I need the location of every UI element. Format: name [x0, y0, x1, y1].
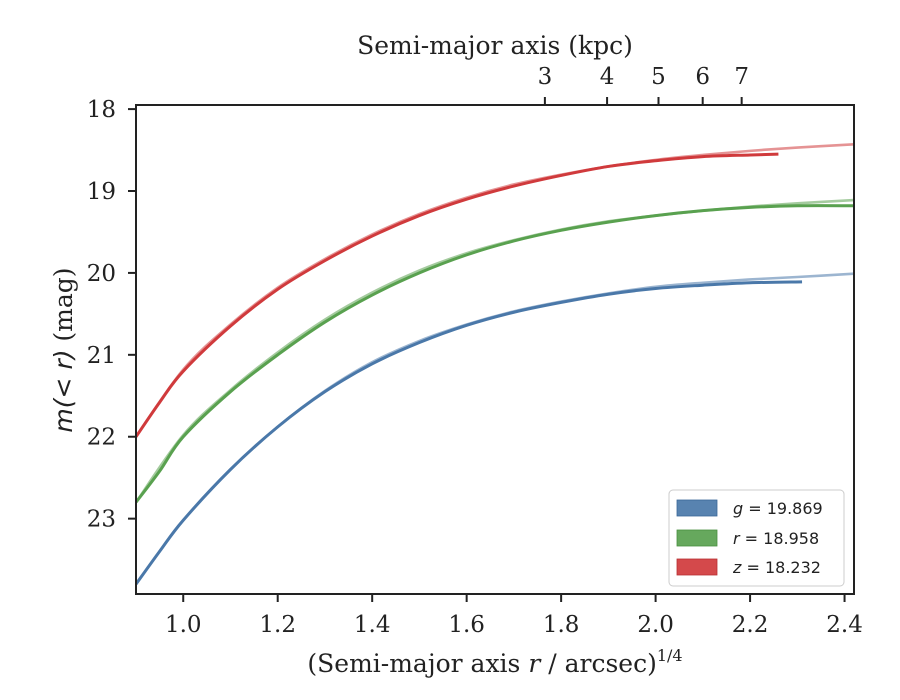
legend-label-r-eq: =: [740, 529, 764, 548]
legend-swatch-r: [676, 529, 718, 547]
series-line-z: [136, 152, 779, 438]
x-tick-label: 1.4: [354, 612, 391, 638]
series-line-g: [136, 280, 803, 586]
legend-label-z-var: z: [732, 558, 742, 577]
x-axis-title: (Semi-major axis r / arcsec)1/4: [307, 646, 682, 678]
x-axis-title-sup: 1/4: [657, 646, 683, 665]
model-line-z: [136, 143, 854, 438]
legend-entry-z: z = 18.232: [676, 558, 821, 577]
x-tick-label: 1.6: [448, 612, 485, 638]
top-tick-label: 6: [695, 64, 710, 90]
y-axis-title: m(< r) (mag): [49, 267, 78, 432]
top-axis-title: Semi-major axis (kpc): [357, 31, 633, 60]
legend-label-g-value: 19.869: [767, 499, 823, 518]
y-tick-label: 21: [87, 343, 116, 369]
top-tick-label: 7: [734, 64, 749, 90]
x-axis-title-var: r: [528, 649, 542, 678]
plot-frame: [135, 104, 855, 595]
y-tick-label: 19: [87, 179, 116, 205]
x-tick-label: 2.2: [732, 612, 769, 638]
y-axis-title-unit: (mag): [49, 267, 78, 349]
y-tick-label: 18: [87, 97, 116, 123]
legend-label-r: r = 18.958: [733, 529, 819, 548]
legend-label-g: g = 19.869: [733, 499, 823, 518]
top-tick-label: 4: [600, 64, 615, 90]
top-tick-label: 3: [538, 64, 553, 90]
legend-label-r-value: 18.958: [763, 529, 819, 548]
x-tick-label: 1.0: [165, 612, 202, 638]
x-tick-label: 2.4: [826, 612, 863, 638]
legend: g = 19.869 r = 18.958 z = 18.232: [668, 489, 845, 587]
legend-swatch-g: [676, 499, 718, 517]
top-tick-label: 5: [651, 64, 666, 90]
series-layer: [136, 143, 854, 586]
legend-label-z: z = 18.232: [732, 558, 821, 577]
legend-swatch-z: [676, 558, 718, 576]
legend-label-g-eq: =: [743, 499, 767, 518]
y-axis-title-expr: m(< r): [49, 350, 78, 433]
y-tick-label: 23: [87, 507, 116, 533]
x-axis-title-prefix: (Semi-major axis: [307, 649, 528, 678]
legend-label-z-value: 18.232: [765, 558, 821, 577]
ticks-layer: 1.0 1.2 1.4 1.6 1.8 2.0 2.2 2.4 18 19 20 21 22 23 3 4 5 6…: [87, 64, 863, 638]
legend-label-r-var: r: [733, 529, 741, 548]
x-tick-label: 2.0: [637, 612, 674, 638]
x-tick-label: 1.2: [259, 612, 296, 638]
legend-label-g-var: g: [733, 499, 743, 518]
x-axis-title-middle: / arcsec): [540, 649, 657, 678]
series-line-r: [136, 204, 854, 504]
y-tick-label: 20: [87, 261, 116, 287]
legend-label-z-eq: =: [741, 558, 765, 577]
x-tick-label: 1.8: [543, 612, 580, 638]
legend-entry-g: g = 19.869: [676, 499, 823, 518]
y-tick-label: 22: [87, 425, 116, 451]
legend-entry-r: r = 18.958: [676, 529, 819, 548]
